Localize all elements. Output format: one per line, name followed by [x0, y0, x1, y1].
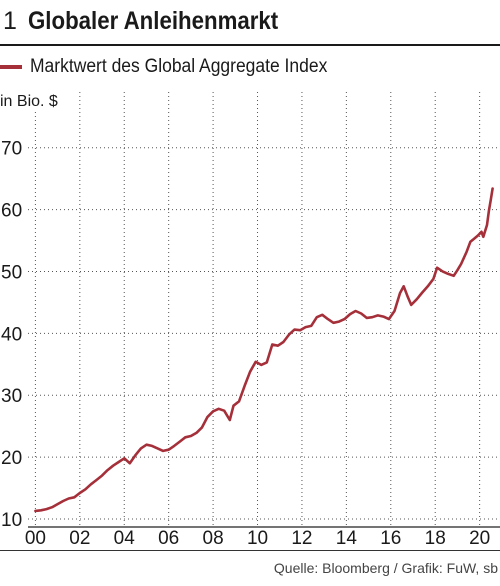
y-tick-label: 50 — [1, 262, 22, 283]
y-axis-unit-label: in Bio. $ — [0, 92, 60, 112]
figure-number: 1 — [3, 7, 17, 35]
y-tick-label: 60 — [1, 201, 22, 222]
x-tick-label: 10 — [247, 528, 268, 549]
series-line — [34, 187, 494, 513]
y-tick-label: 10 — [1, 510, 22, 531]
x-tick-label: 04 — [114, 528, 136, 549]
x-tick-label: 16 — [380, 528, 401, 549]
source-note: Quelle: Bloomberg / Grafik: FuW, sb — [273, 560, 498, 576]
x-tick-label: 08 — [203, 528, 224, 549]
y-tick-label: 30 — [1, 386, 22, 407]
title-divider — [0, 44, 500, 46]
x-tick-label: 20 — [469, 528, 490, 549]
x-tick-label: 02 — [69, 528, 90, 549]
x-tick-label: 06 — [158, 528, 179, 549]
x-tick-label: 00 — [25, 528, 46, 549]
y-tick-label: 70 — [1, 139, 22, 160]
x-tick-label: 18 — [425, 528, 446, 549]
y-tick-label: 40 — [1, 324, 22, 345]
footer-divider — [0, 550, 500, 551]
y-tick-label: 20 — [1, 448, 22, 469]
x-tick-label: 14 — [336, 528, 358, 549]
x-tick-label: 12 — [291, 528, 312, 549]
legend-label: Marktwert des Global Aggregate Index — [30, 56, 328, 77]
chart-title: Globaler Anleihenmarkt — [28, 7, 279, 35]
legend-swatch — [0, 65, 22, 69]
